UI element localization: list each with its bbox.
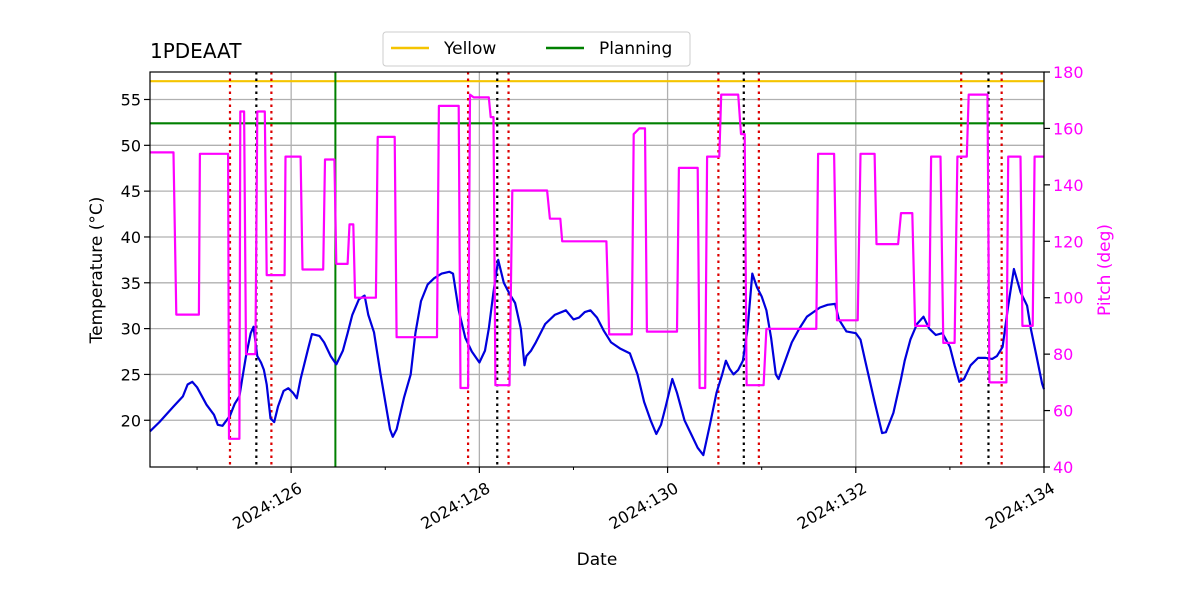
y-right-tick-label: 40: [1053, 458, 1073, 477]
y-right-tick-label: 140: [1053, 176, 1084, 195]
y-left-tick-label: 55: [121, 90, 141, 109]
series-lines: [149, 93, 1046, 457]
x-axis-label: Date: [577, 550, 618, 570]
y-left-tick-label: 25: [121, 365, 141, 384]
y-left-tick-label: 30: [121, 320, 141, 339]
grid-lines: [150, 72, 1045, 467]
legend-label-planning: Planning: [599, 39, 672, 59]
legend: Yellow Planning: [382, 31, 691, 67]
y-right-tick-label: 60: [1053, 402, 1073, 421]
y-right-tick-label: 120: [1053, 232, 1084, 251]
y-left-tick-label: 35: [121, 274, 141, 293]
series-line-temperature: [149, 258, 1046, 457]
y-left-tick-label: 40: [121, 228, 141, 247]
y-left-tick-label: 50: [121, 136, 141, 155]
y-right-tick-label: 80: [1053, 345, 1073, 364]
y-axis-left-label: Temperature (°C): [87, 197, 107, 345]
y-right-tick-label: 160: [1053, 119, 1084, 138]
y-axis-right-label: Pitch (deg): [1095, 224, 1115, 316]
legend-label-yellow: Yellow: [443, 39, 496, 59]
series-line-pitch: [150, 93, 1044, 440]
y-left-tick-label: 20: [121, 411, 141, 430]
y-right-tick-label: 100: [1053, 289, 1084, 308]
plot-frame: [149, 71, 1045, 468]
chart-title: 1PDEAAT: [150, 39, 242, 63]
limit-lines: [150, 80, 1044, 125]
y-right-tick-label: 180: [1053, 63, 1084, 82]
legend-box: [382, 31, 691, 67]
y-left-tick-label: 45: [121, 182, 141, 201]
